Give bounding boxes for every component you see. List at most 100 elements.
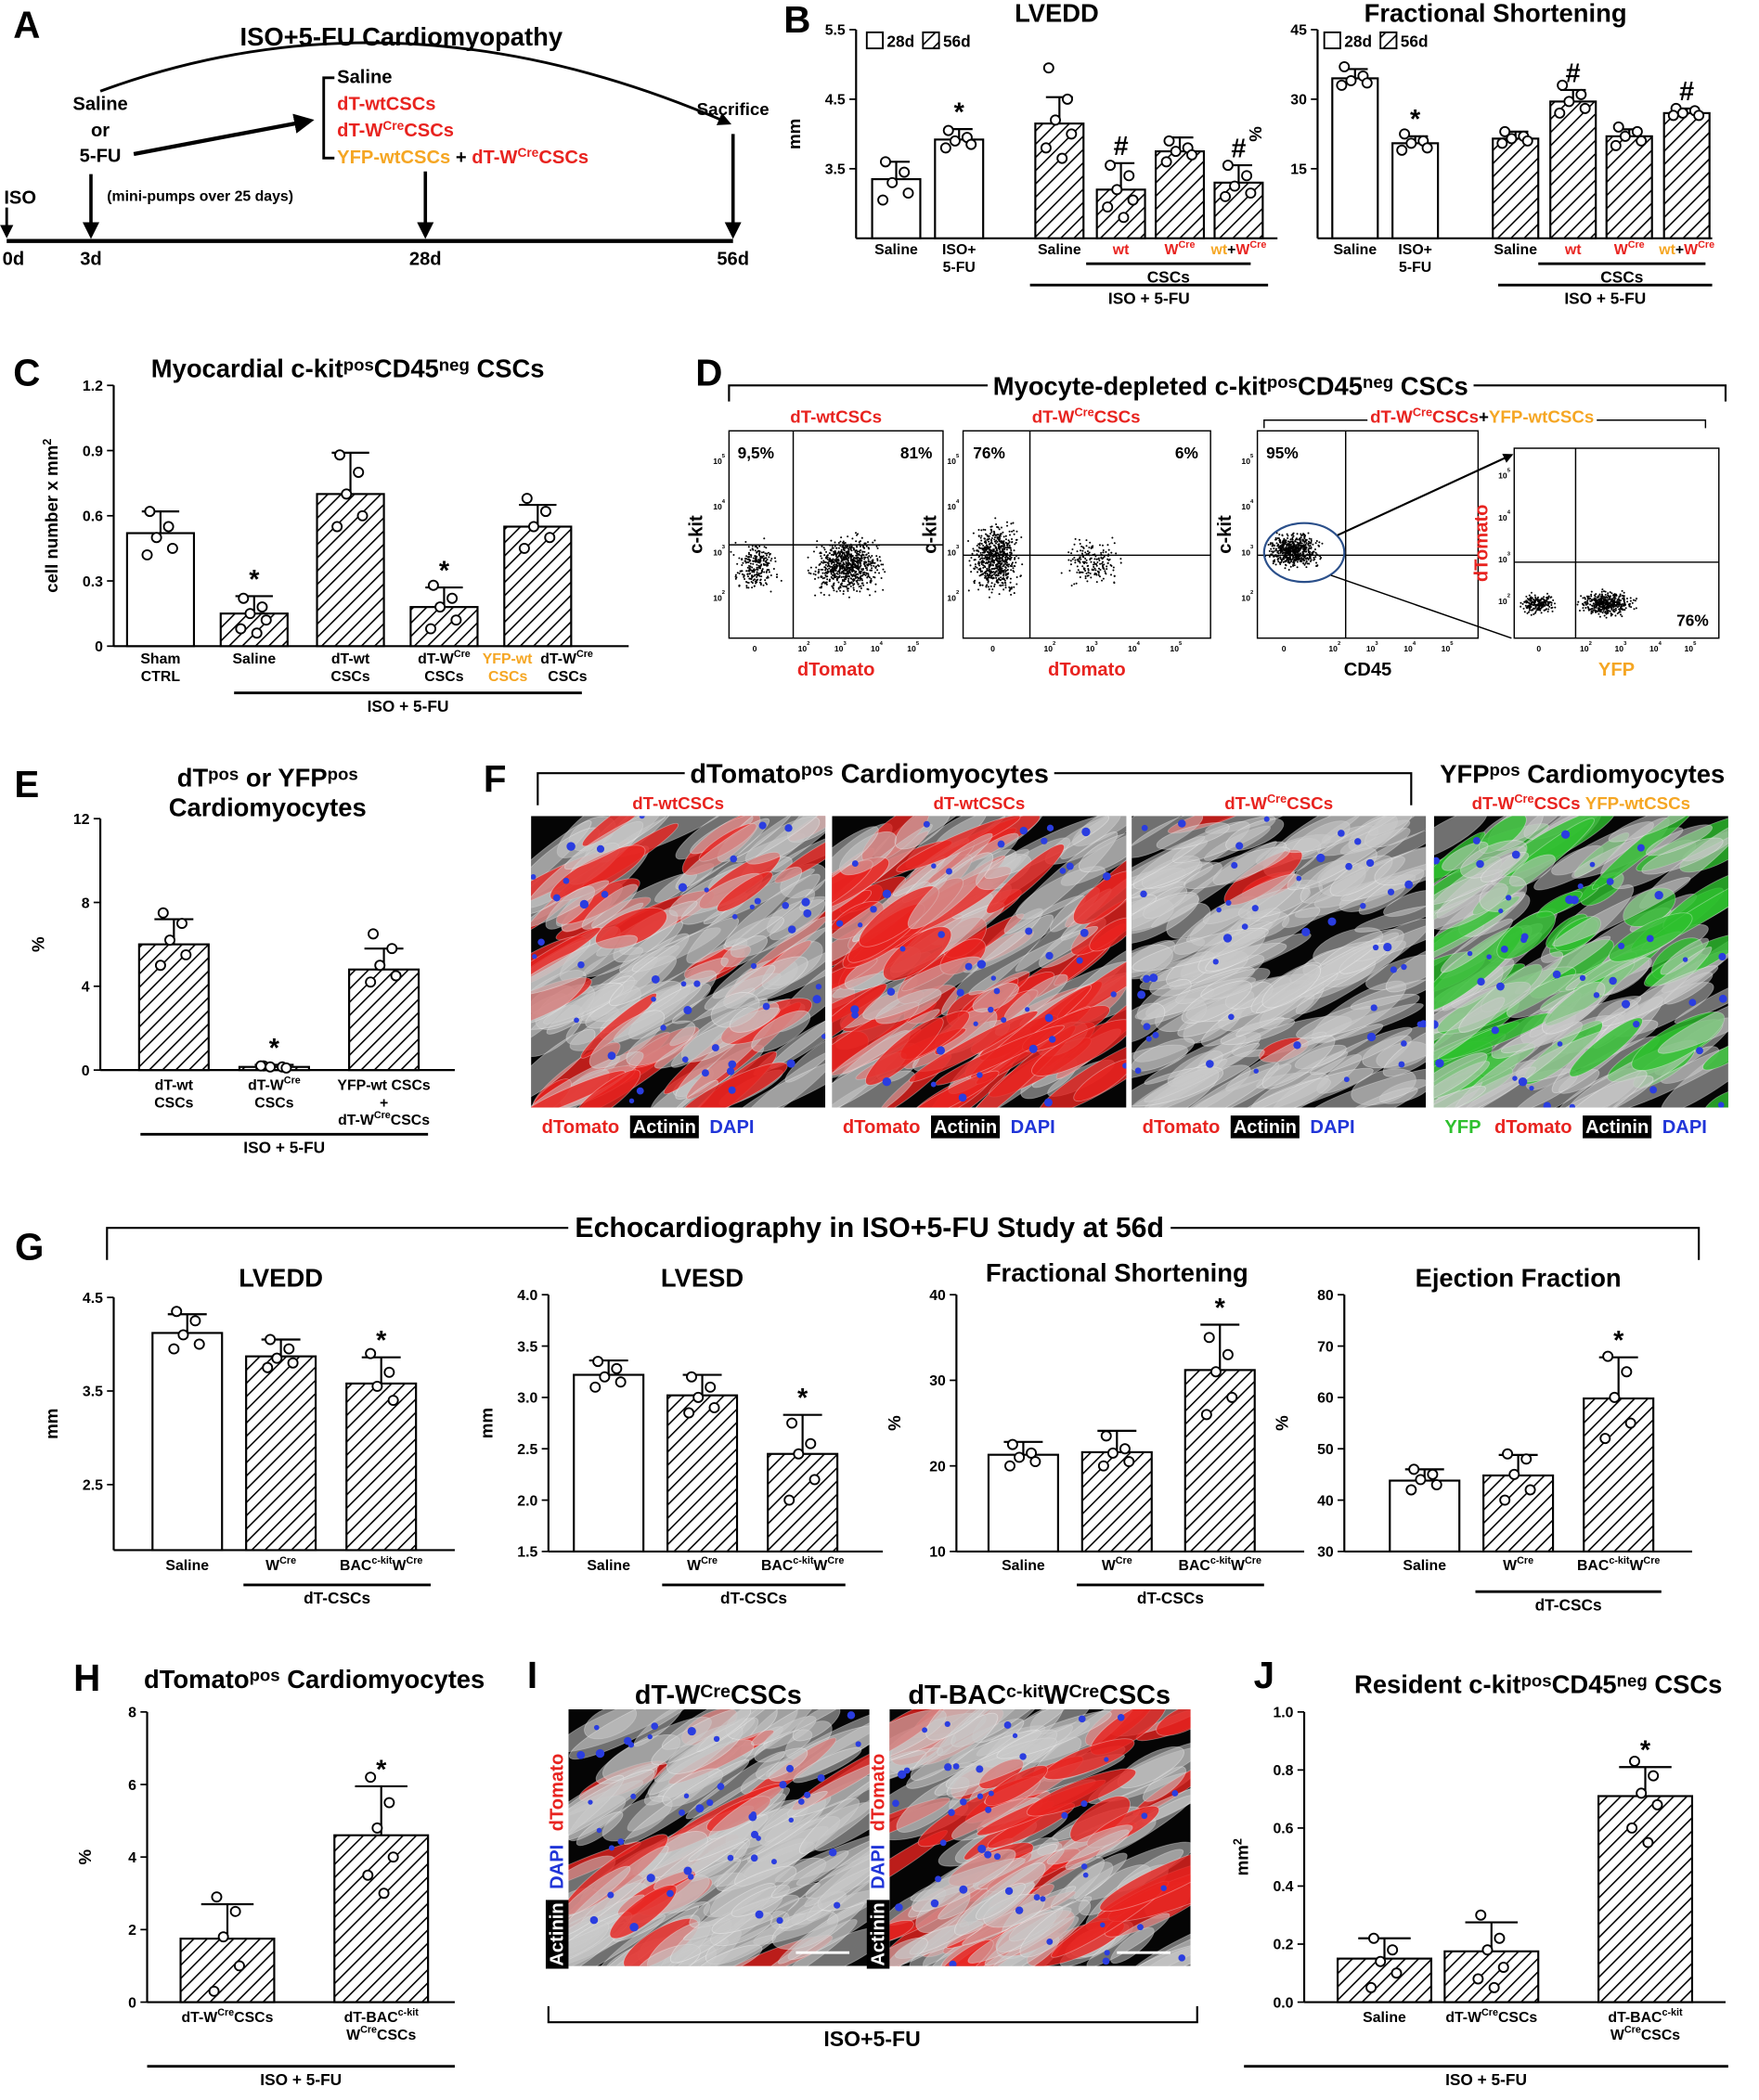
event-dot [744, 580, 748, 583]
event-dot [1271, 545, 1274, 548]
event-dot [848, 553, 851, 556]
event-dot [996, 557, 999, 560]
nucleus [1081, 827, 1091, 837]
nucleus [1222, 934, 1233, 943]
event-dot [880, 563, 883, 566]
fiber [968, 925, 1099, 996]
data-point [1405, 137, 1417, 149]
nucleus [1178, 1954, 1185, 1962]
event-dot [1610, 599, 1612, 601]
event-dot [990, 572, 993, 574]
event-dot [997, 557, 1000, 560]
event-dot [765, 557, 768, 560]
event-dot [1295, 550, 1298, 553]
x-tick-label: Saline [874, 242, 918, 258]
nucleus [1404, 880, 1414, 889]
flow-tick: 105 [1684, 641, 1697, 653]
event-dot [1007, 539, 1010, 542]
event-dot [1584, 602, 1587, 605]
event-dot [986, 556, 989, 559]
nucleus [931, 863, 937, 869]
event-dot [825, 557, 828, 560]
fiber [798, 1765, 870, 1854]
event-dot [1304, 550, 1307, 553]
event-dot [1296, 560, 1299, 563]
event-dot [1091, 568, 1093, 571]
event-dot [826, 558, 829, 560]
event-dot [758, 561, 761, 564]
nucleus [630, 1793, 637, 1799]
nucleus [727, 1854, 734, 1862]
legend-label: 56d [1401, 32, 1429, 51]
event-dot [1302, 560, 1305, 562]
text-part: 10 [1684, 644, 1693, 653]
nucleus [1476, 859, 1484, 869]
event-dot [1293, 548, 1296, 551]
event-dot [873, 539, 876, 542]
data-point [1619, 130, 1631, 142]
event-dot [1060, 572, 1063, 574]
event-dot [979, 584, 982, 586]
event-dot [988, 574, 990, 577]
event-dot [1096, 570, 1099, 573]
text-part: 5 [1693, 641, 1697, 647]
event-dot [820, 568, 822, 571]
nucleus [755, 1910, 764, 1919]
event-dot [1084, 569, 1087, 572]
event-dot [882, 563, 885, 566]
nucleus [1343, 1076, 1350, 1083]
event-dot [882, 568, 885, 571]
day-label: 28d [409, 250, 442, 270]
event-dot [1620, 606, 1623, 609]
event-dot [982, 566, 985, 569]
flow-tick: 102 [947, 590, 960, 602]
event-dot [1632, 599, 1636, 601]
fiber [1329, 855, 1393, 896]
event-dot [865, 545, 868, 548]
event-dot [821, 561, 824, 564]
event-dot [730, 550, 732, 553]
nucleus [1012, 1733, 1018, 1739]
event-dot [768, 569, 770, 572]
event-dot [821, 545, 823, 548]
event-dot [999, 564, 1002, 567]
nucleus [1253, 1068, 1259, 1074]
event-dot [752, 562, 755, 565]
event-dot [749, 565, 752, 568]
data-point [180, 948, 192, 960]
nucleus [563, 877, 570, 884]
event-dot [1590, 610, 1593, 612]
fiber [751, 1010, 811, 1052]
event-dot [1540, 603, 1543, 606]
nucleus [779, 1781, 787, 1789]
event-dot [1272, 543, 1274, 546]
nucleus [1477, 977, 1485, 986]
event-dot [1295, 538, 1298, 541]
event-dot [1015, 561, 1017, 564]
text-part: 3 [1507, 552, 1511, 558]
event-dot [855, 570, 858, 573]
data-point [162, 521, 175, 533]
event-dot [1102, 577, 1105, 580]
event-dot [1289, 543, 1292, 546]
bar [1034, 122, 1085, 239]
event-dot [1619, 611, 1622, 613]
x-tick-label: Saline [165, 1558, 209, 1574]
nucleus [944, 1720, 951, 1728]
data-point [427, 579, 439, 591]
event-dot [1286, 544, 1288, 547]
event-dot [1011, 537, 1014, 540]
event-dot [985, 542, 988, 545]
event-dot [844, 555, 847, 558]
event-dot [1305, 547, 1308, 549]
event-dot [988, 566, 990, 569]
event-dot [972, 548, 975, 550]
event-dot [1006, 544, 1009, 547]
text-part: dT-W [418, 651, 454, 667]
event-dot [755, 545, 757, 548]
event-dot [744, 578, 746, 581]
event-dot [846, 570, 848, 573]
bar [573, 1373, 645, 1552]
text-part: dTomato [1471, 505, 1492, 583]
fiber [1132, 1002, 1166, 1043]
